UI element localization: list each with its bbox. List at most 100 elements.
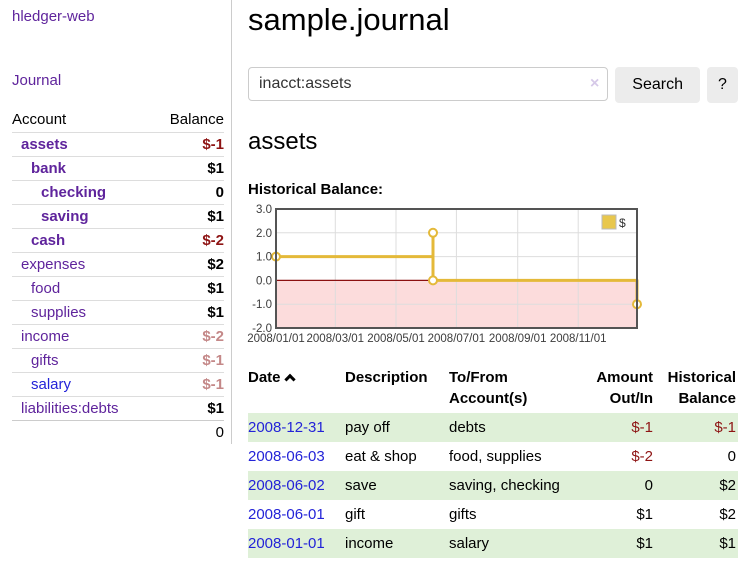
chart-legend: $ [601,214,626,230]
help-button[interactable]: ? [707,67,738,103]
register-row[interactable]: 2008-12-31 pay off debts $-1 $-1 [248,413,738,442]
accounts-header-account: Account [12,111,67,128]
register-header-amount[interactable]: Amount Out/In [596,369,653,407]
account-balance: $1 [152,276,224,301]
transaction-accounts: gifts [449,506,477,523]
account-link-gifts[interactable]: gifts [31,352,59,369]
transaction-description: income [345,535,394,552]
account-row: saving $1 [12,204,224,229]
search-input[interactable] [248,67,609,101]
chart-x-ticks: 2008/01/01 2008/03/01 2008/05/01 2008/07… [247,333,606,345]
chart-y-ticks: 3.0 2.0 1.0 0.0 -1.0 -2.0 [252,204,272,335]
account-balance: $2 [152,252,224,277]
legend-swatch-icon [601,214,617,230]
svg-text:-2.0: -2.0 [252,323,272,335]
register-header-description[interactable]: Description [345,369,428,386]
transaction-date-link[interactable]: 2008-06-02 [248,477,325,494]
account-row: cash $-2 [12,228,224,253]
account-balance: $-1 [152,372,224,397]
account-row: expenses $2 [12,252,224,277]
account-balance: $-1 [152,348,224,373]
register-header-accounts[interactable]: To/From Account(s) [449,369,528,407]
transaction-amount: $1 [636,506,653,523]
account-row: liabilities:debts $1 [12,396,224,421]
transaction-amount: 0 [644,477,653,494]
account-link-income[interactable]: income [21,328,70,345]
register-header-date-label: Date [248,369,281,386]
account-balance: $-1 [152,132,224,157]
transaction-balance: $-1 [714,419,736,436]
register-row[interactable]: 2008-06-02 save saving, checking 0 $2 [248,471,738,500]
register-header-balance[interactable]: Historical Balance [667,369,736,407]
account-link-liabilities-debts[interactable]: liabilities:debts [21,400,119,417]
transaction-amount: $-1 [631,419,653,436]
chart-plot-border [275,208,638,329]
account-link-cash[interactable]: cash [31,232,66,249]
main-content: sample.journal × Search ? assets Histori… [247,0,742,558]
chart-title: Historical Balance: [248,181,384,198]
transaction-date-link[interactable]: 2008-06-01 [248,506,325,523]
account-row: assets $-1 [12,132,224,157]
transaction-description: save [345,477,377,494]
register-row[interactable]: 2008-01-01 income salary $1 $1 [248,529,738,558]
historical-balance-chart: $ 3.0 2.0 1.0 0.0 -1.0 -2.0 2008/01/01 2… [247,204,742,348]
transaction-accounts: salary [449,535,490,552]
svg-text:2008/01/01: 2008/01/01 [247,333,305,345]
account-row: bank $1 [12,156,224,181]
svg-text:2008/11/01: 2008/11/01 [550,333,607,345]
svg-text:3.0: 3.0 [256,204,272,216]
account-link-saving[interactable]: saving [41,208,89,225]
account-link-food[interactable]: food [31,280,61,297]
account-row: checking 0 [12,180,224,205]
account-balance: 0 [152,180,224,205]
register-header-date[interactable]: Date [248,365,345,413]
account-link-supplies[interactable]: supplies [31,304,87,321]
account-row: salary $-1 [12,372,224,397]
page-title: sample.journal [248,2,450,37]
transaction-date-link[interactable]: 2008-01-01 [248,535,325,552]
app-brand-link[interactable]: hledger-web [12,8,95,25]
transaction-amount: $1 [636,535,653,552]
svg-text:2008/03/01: 2008/03/01 [307,333,365,345]
transaction-accounts: food, supplies [449,448,542,465]
account-balance: $-2 [152,228,224,253]
transaction-date-link[interactable]: 2008-12-31 [248,419,325,436]
legend-label: $ [619,216,626,230]
transaction-amount: $-2 [631,448,653,465]
account-balance: $1 [152,156,224,181]
register-table: Date Description To/From Account(s) Amou… [248,365,738,558]
sidebar-item-journal[interactable]: Journal [12,72,62,89]
transaction-balance: $2 [719,506,736,523]
svg-text:0.0: 0.0 [256,275,272,287]
transaction-description: pay off [345,419,390,436]
account-link-salary[interactable]: salary [31,376,72,393]
svg-text:2.0: 2.0 [256,228,272,240]
accounts-header-balance: Balance [169,111,224,128]
account-link-bank[interactable]: bank [31,160,67,177]
sidebar: hledger-web Journal Account Balance asse… [0,0,232,444]
transaction-date-link[interactable]: 2008-06-03 [248,448,325,465]
account-row: supplies $1 [12,300,224,325]
account-balance: $1 [152,204,224,229]
chart-vgridlines [334,209,579,328]
svg-text:-1.0: -1.0 [252,299,272,311]
transaction-description: eat & shop [345,448,417,465]
transaction-accounts: debts [449,419,486,436]
account-link-checking[interactable]: checking [41,184,107,201]
register-row[interactable]: 2008-06-01 gift gifts $1 $2 [248,500,738,529]
register-row[interactable]: 2008-06-03 eat & shop food, supplies $-2… [248,442,738,471]
sort-ascending-icon [283,373,296,386]
search-button[interactable]: Search [615,67,700,103]
account-link-expenses[interactable]: expenses [21,256,86,273]
account-balance: $-2 [152,324,224,349]
account-link-assets[interactable]: assets [21,136,68,153]
accounts-total: 0 [152,420,224,444]
svg-text:2008/07/01: 2008/07/01 [428,333,486,345]
transaction-balance: 0 [727,448,736,465]
clear-search-icon[interactable]: × [589,75,600,92]
account-row: gifts $-1 [12,348,224,373]
transaction-balance: $2 [719,477,736,494]
search-form: × Search ? [248,67,738,103]
svg-text:1.0: 1.0 [256,252,272,264]
accounts-table: Account Balance assets $-1 bank $1 check… [12,108,224,444]
